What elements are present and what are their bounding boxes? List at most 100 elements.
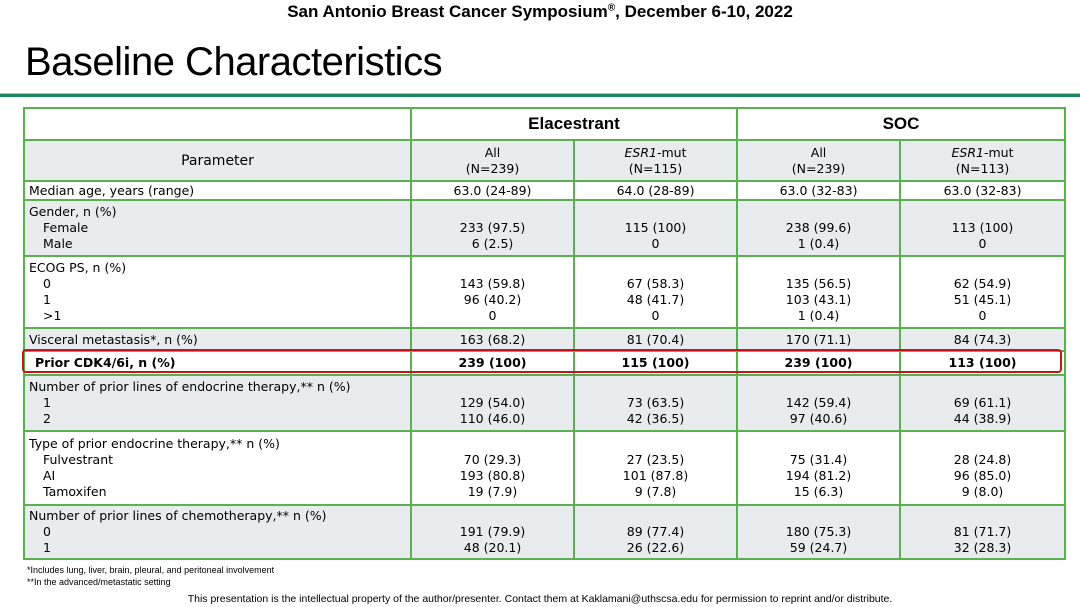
value: 193 (80.8) (459, 468, 526, 483)
value: 9 (8.0) (961, 484, 1004, 499)
value: 96 (85.0) (953, 468, 1012, 483)
parameter-sublabel: Fulvestrant (43, 452, 114, 467)
value (905, 379, 1060, 395)
subheader-name: ESR1 (624, 144, 657, 160)
table-row: Gender, n (%) Female Male 233 (97.5) 6 (2.5… (23, 199, 1067, 257)
subheader-suffix: -mut (984, 144, 1014, 160)
parameter-label: Type of prior endocrine therapy,** n (%) (29, 436, 280, 451)
value: 75 (31.4) (789, 452, 848, 467)
group-soc: SOC (736, 107, 1067, 141)
value-cell: 113 (100) 0 (899, 199, 1067, 257)
parameter-label: Median age, years (range) (29, 182, 195, 198)
group-elacestrant: Elacestrant (409, 107, 739, 141)
value-cell: 63.0 (32-83) (736, 180, 902, 201)
value: 143 (59.8) (459, 276, 526, 291)
value (905, 260, 1060, 276)
table-row: Prior CDK4/6i, n (%) 239 (100) 115 (100) 23… (23, 350, 1067, 376)
value (905, 436, 1060, 452)
parameter-cell: Gender, n (%) Female Male (23, 199, 412, 257)
value: 59 (24.7) (789, 540, 848, 555)
footnote-1: *Includes lung, liver, brain, pleural, a… (27, 565, 275, 575)
subheader-n: (N=113) (955, 160, 1010, 176)
value: 44 (38.9) (953, 411, 1012, 426)
parameter-label: Prior CDK4/6i, n (%) (35, 355, 176, 370)
parameter-cell: Visceral metastasis*, n (%) (23, 327, 412, 352)
value: 0 (651, 308, 660, 323)
subheader-cell: ESR1-mut (N=115) (572, 139, 739, 182)
conference-name: San Antonio Breast Cancer Symposium (287, 2, 608, 21)
parameter-label: Number of prior lines of endocrine thera… (29, 379, 351, 394)
value: 233 (97.5) (459, 220, 526, 235)
value-cell: 89 (77.4) 26 (22.6) (572, 504, 739, 560)
subheader-name: ESR1 (951, 144, 984, 160)
value: 239 (100) (784, 355, 853, 370)
value: 64.0 (28-89) (616, 182, 695, 198)
value-cell: 129 (54.0) 110 (46.0) (410, 374, 575, 432)
value-cell: 63.0 (32-83) (899, 180, 1067, 201)
subheader-cell: ESR1-mut (N=113) (899, 139, 1067, 182)
value-cell: 115 (100) (572, 350, 739, 376)
value-cell: 64.0 (28-89) (572, 180, 739, 201)
value: 180 (75.3) (785, 524, 852, 539)
parameter-cell: Number of prior lines of endocrine thera… (23, 374, 412, 432)
value (416, 508, 569, 524)
value-cell: 73 (63.5) 42 (36.5) (572, 374, 739, 432)
parameter-sublabel: AI (43, 468, 56, 483)
parameter-label: Visceral metastasis*, n (%) (29, 331, 198, 347)
value-cell: 63.0 (24-89) (410, 180, 575, 201)
conference-dates: , December 6-10, 2022 (615, 2, 793, 21)
value-cell: 81 (70.4) (572, 327, 739, 352)
subheader-suffix: -mut (656, 144, 687, 160)
value: 63.0 (32-83) (779, 182, 858, 198)
subheader-n: (N=115) (628, 160, 683, 176)
value-cell: 239 (100) (736, 350, 902, 376)
value: 28 (24.8) (953, 452, 1012, 467)
subheader-cell: All (N=239) (410, 139, 575, 182)
value: 238 (99.6) (785, 220, 852, 235)
value: 48 (41.7) (626, 292, 685, 307)
slide-title: Baseline Characteristics (25, 40, 443, 84)
subheader-n: (N=239) (791, 160, 846, 176)
value-cell: 70 (29.3) 193 (80.8) 19 (7.9) (410, 430, 575, 506)
value (905, 508, 1060, 524)
parameter-sublabel: 0 (43, 276, 51, 291)
value: 170 (71.1) (785, 331, 852, 347)
value: 129 (54.0) (459, 395, 526, 410)
parameter-sublabel: >1 (43, 308, 62, 323)
value: 26 (22.6) (626, 540, 685, 555)
value-cell: 84 (74.3) (899, 327, 1067, 352)
title-divider (0, 93, 1080, 97)
value (416, 379, 569, 395)
parameter-sublabel: Tamoxifen (43, 484, 107, 499)
value-cell: 69 (61.1) 44 (38.9) (899, 374, 1067, 432)
value: 97 (40.6) (789, 411, 848, 426)
value-cell: 113 (100) (899, 350, 1067, 376)
value-cell: 170 (71.1) (736, 327, 902, 352)
value: 101 (87.8) (622, 468, 689, 483)
registered-mark: ® (607, 2, 616, 14)
empty-header-cell (23, 107, 412, 141)
value: 110 (46.0) (459, 411, 526, 426)
conference-header: San Antonio Breast Cancer Symposium®, De… (0, 2, 1080, 22)
value-cell: 27 (23.5) 101 (87.8) 9 (7.8) (572, 430, 739, 506)
value-cell: 238 (99.6) 1 (0.4) (736, 199, 902, 257)
value-cell: 62 (54.9) 51 (45.1) 0 (899, 255, 1067, 329)
value: 27 (23.5) (626, 452, 685, 467)
value: 81 (71.7) (953, 524, 1012, 539)
value-cell: 163 (68.2) (410, 327, 575, 352)
parameter-cell: ECOG PS, n (%) 0 1 >1 (23, 255, 412, 329)
value: 6 (2.5) (471, 236, 514, 251)
value: 63.0 (32-83) (943, 182, 1022, 198)
subheader-n: (N=239) (465, 160, 520, 176)
value (742, 379, 895, 395)
value: 239 (100) (458, 355, 527, 370)
table-row: Median age, years (range) 63.0 (24-89) 64.… (23, 180, 1067, 201)
table-row: Number of prior lines of endocrine thera… (23, 374, 1067, 432)
value: 163 (68.2) (459, 331, 526, 347)
value: 0 (488, 308, 497, 323)
value: 84 (74.3) (953, 331, 1012, 347)
value-cell: 115 (100) 0 (572, 199, 739, 257)
value: 63.0 (24-89) (453, 182, 532, 198)
subheader-cell: All (N=239) (736, 139, 902, 182)
